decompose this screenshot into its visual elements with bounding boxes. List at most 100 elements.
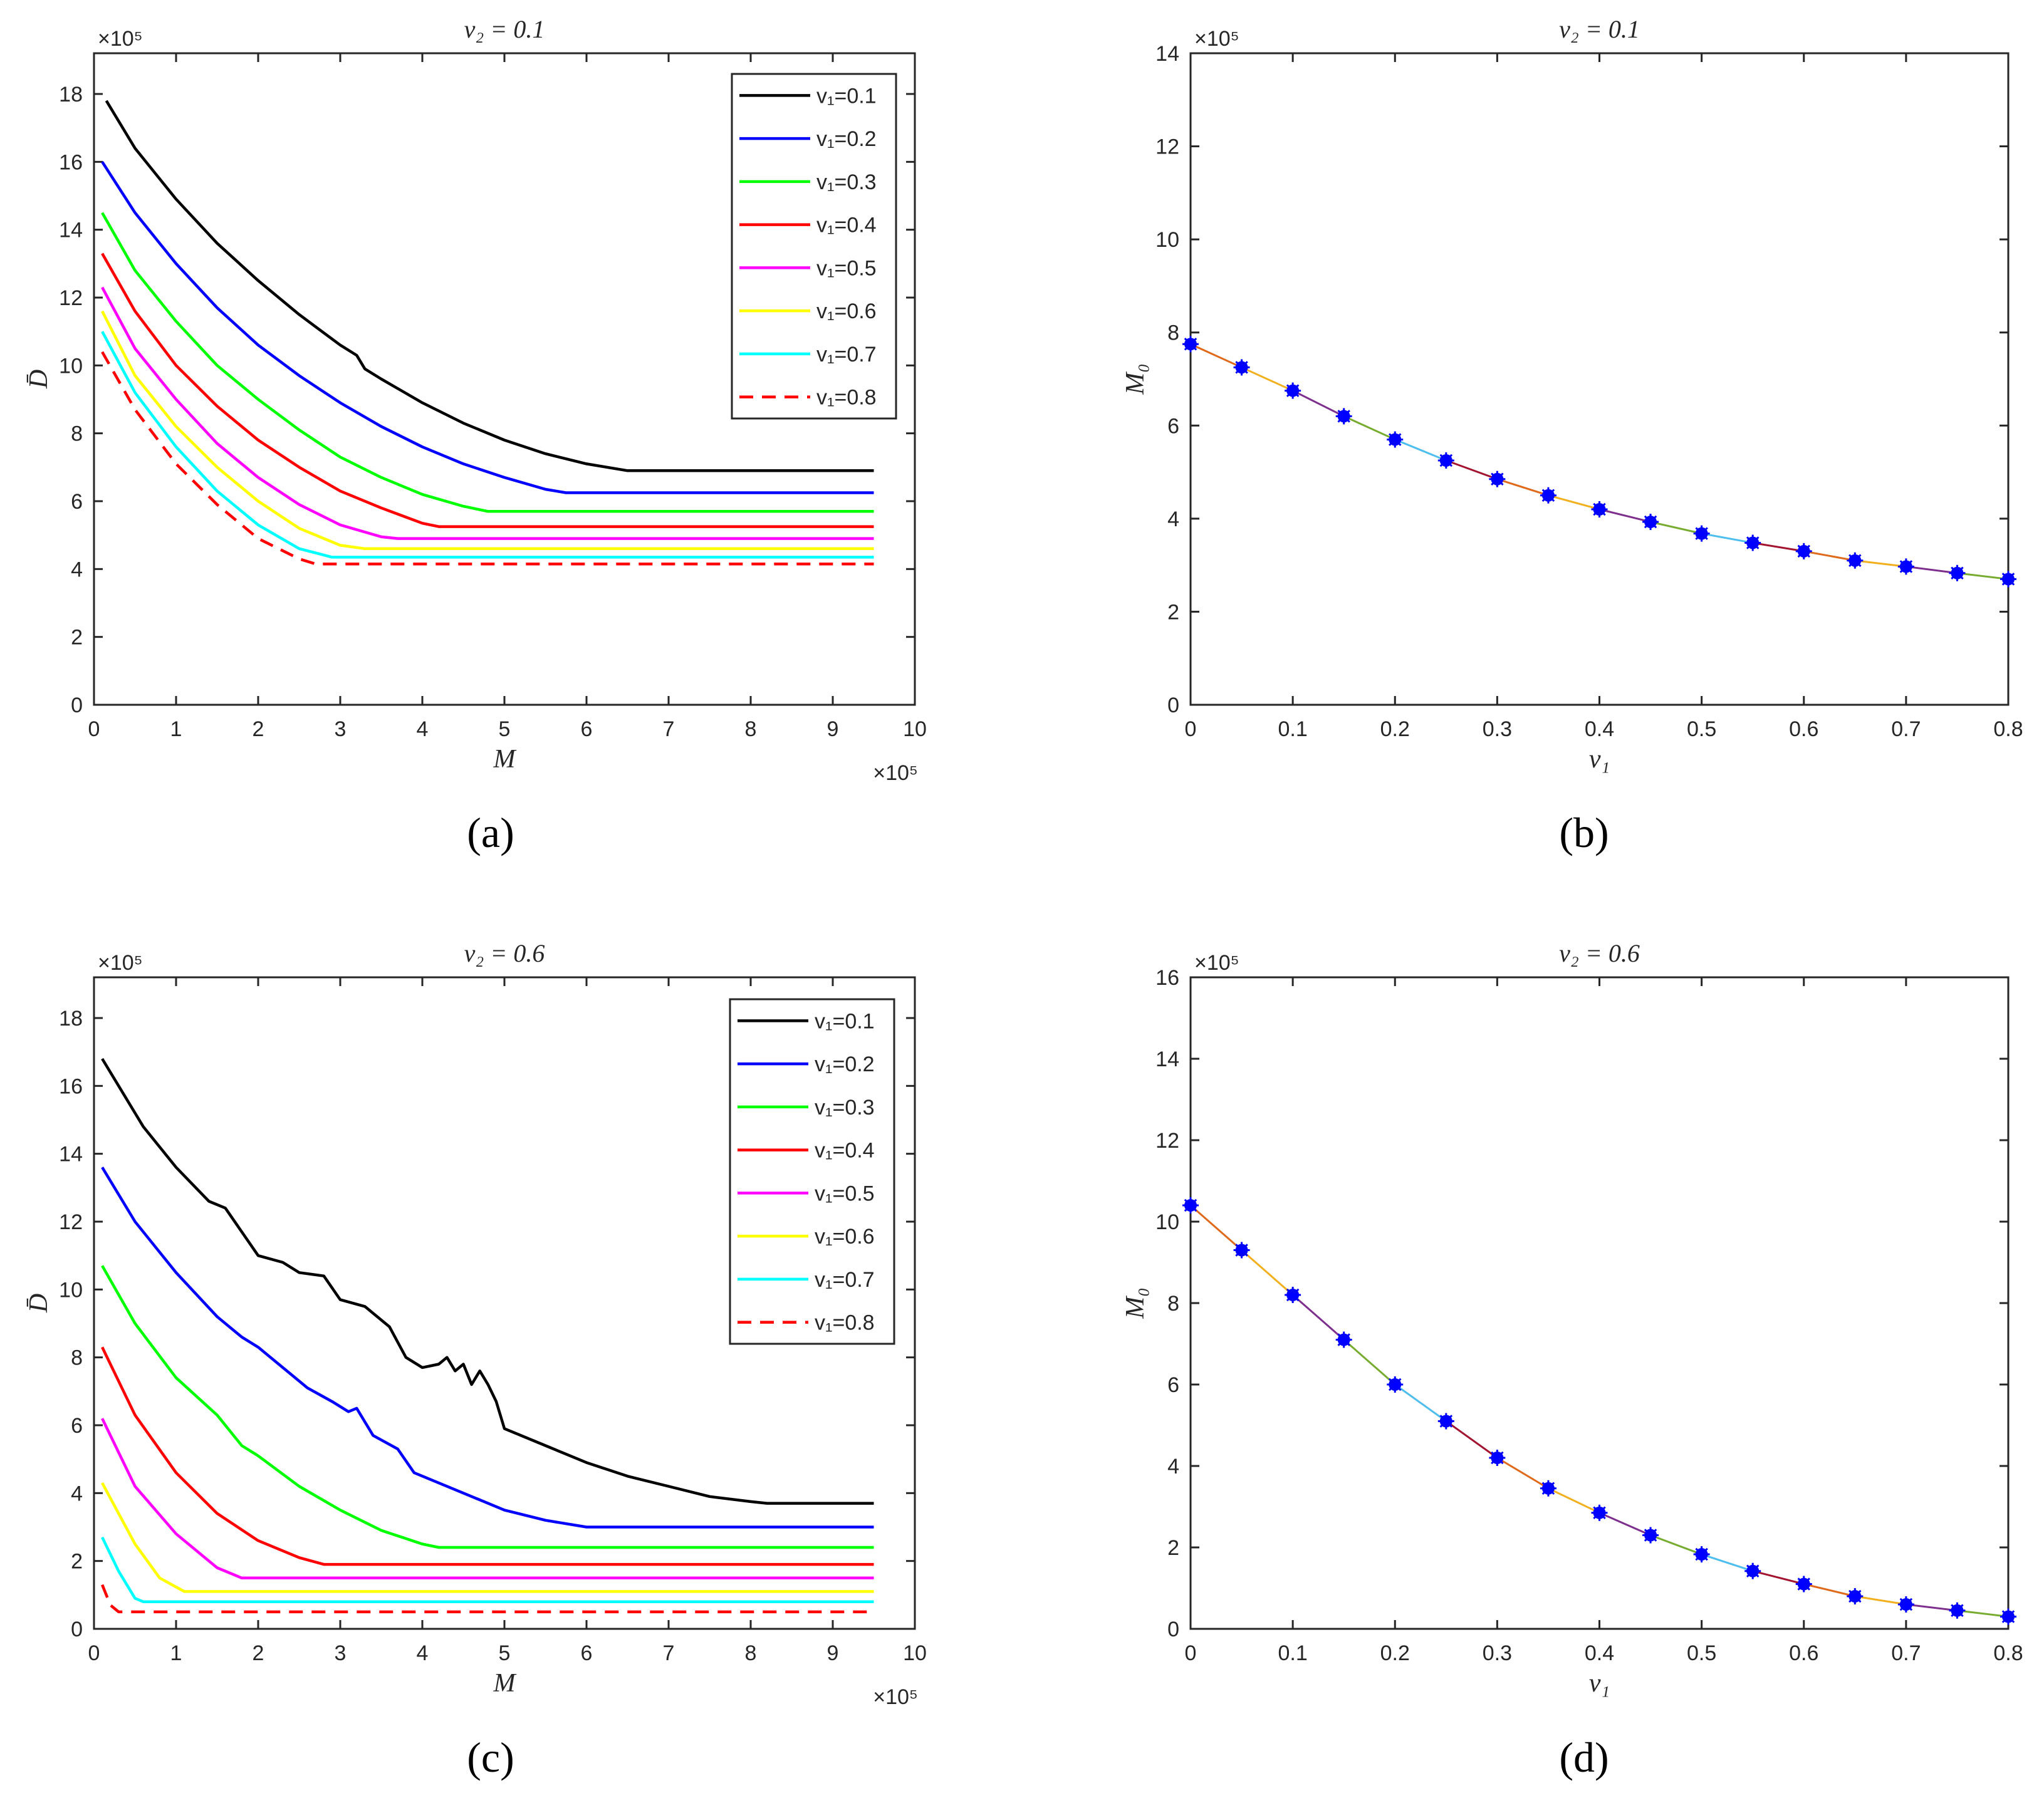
data-point-2 — [1233, 1242, 1250, 1259]
y-tick-label: 4 — [71, 1482, 83, 1505]
data-point-6 — [1437, 452, 1454, 469]
y-tick-label: 4 — [1167, 1455, 1179, 1478]
series-group — [101, 1057, 874, 1614]
legend-label-7: v₁=0.7 — [815, 1268, 875, 1292]
y-exponent-label: ×10⁵ — [1194, 27, 1239, 51]
series-line-4 — [101, 252, 874, 528]
curve-segment-12 — [1752, 1570, 1805, 1585]
curve-segment-15 — [1906, 1603, 1958, 1612]
data-point-11 — [1693, 1546, 1710, 1563]
axes-box — [1189, 976, 2010, 1630]
x-axis-label: v₁ — [1589, 1669, 1610, 1698]
data-point-15 — [1897, 558, 1914, 575]
y-axis-label: M₀ — [1121, 363, 1150, 395]
y-tick-label: 16 — [59, 1074, 83, 1098]
data-point-4 — [1335, 408, 1352, 425]
data-point-15 — [1897, 1596, 1914, 1613]
data-point-8 — [1540, 487, 1556, 504]
data-point-5 — [1387, 1376, 1404, 1393]
data-point-stroke — [1388, 1378, 1402, 1391]
data-point-14 — [1847, 1588, 1864, 1604]
y-exponent-label: ×10⁵ — [98, 951, 143, 975]
curve-segment-1 — [1190, 1204, 1243, 1251]
x-axis-label: M — [493, 745, 517, 774]
data-point-1 — [1182, 1197, 1199, 1213]
legend-label-3: v₁=0.3 — [816, 170, 877, 194]
data-point-14 — [1847, 552, 1864, 569]
data-point-stroke — [1899, 560, 1913, 573]
y-tick-label: 8 — [71, 422, 83, 446]
legend-label-5: v₁=0.5 — [815, 1182, 875, 1205]
x-tick-label: 0.7 — [1891, 1641, 1921, 1665]
x-tick-label: 5 — [499, 1641, 511, 1665]
series-line-4 — [101, 1346, 874, 1566]
curve-segment-2 — [1241, 1249, 1294, 1296]
x-tick-label: 0.8 — [1993, 717, 2023, 741]
plot-d: 0 0.1 0.2 0.3 0.4 0.5 0.6 0.7 0.8 0 2 4 6 8 10 12 14 16 v₂… — [1121, 939, 2023, 1698]
data-point-8 — [1540, 1480, 1556, 1497]
curve-segment-16 — [1957, 1609, 2009, 1618]
data-point-4 — [1335, 1331, 1352, 1348]
data-point-11 — [1693, 525, 1710, 542]
data-point-stroke — [1848, 554, 1862, 567]
data-point-stroke — [1184, 338, 1197, 351]
data-point-stroke — [1286, 384, 1300, 397]
y-tick-label: 0 — [71, 1618, 83, 1641]
y-tick-label: 6 — [1167, 1373, 1179, 1397]
x-tick-label: 0.1 — [1278, 1641, 1307, 1665]
y-tick-label: 6 — [71, 1414, 83, 1438]
y-tick-label: 16 — [1155, 966, 1179, 990]
segment-group — [1190, 343, 2009, 580]
y-tick-label: 18 — [59, 1007, 83, 1031]
curve-segment-5 — [1394, 1383, 1447, 1422]
x-axis-label: M — [493, 1669, 517, 1698]
data-point-stroke — [1541, 1482, 1555, 1495]
x-tick-label: 8 — [745, 1641, 757, 1665]
y-tick-label: 12 — [59, 1210, 83, 1234]
series-group — [101, 100, 874, 566]
x-tick-label: 0.3 — [1483, 1641, 1512, 1665]
curve-segment-11 — [1701, 1553, 1753, 1572]
curve-segment-9 — [1598, 1512, 1651, 1536]
legend-label-6: v₁=0.6 — [815, 1225, 875, 1249]
data-point-stroke — [1439, 1415, 1453, 1428]
curve-segment-14 — [1855, 1595, 1907, 1606]
data-point-1 — [1182, 336, 1199, 353]
curve-segment-7 — [1496, 478, 1549, 497]
curve-segment-8 — [1548, 1487, 1600, 1514]
data-point-stroke — [1644, 515, 1657, 529]
chart-title: v₂ = 0.1 — [464, 15, 545, 43]
y-tick-label: 0 — [1167, 1618, 1179, 1641]
x-tick-label: 10 — [903, 1641, 927, 1665]
x-axis-label: v₁ — [1589, 745, 1610, 774]
data-point-stroke — [1439, 454, 1453, 467]
y-exponent-label: ×10⁵ — [1194, 951, 1239, 975]
data-point-9 — [1591, 501, 1608, 517]
data-point-stroke — [1337, 1333, 1350, 1346]
y-tick-label: 18 — [59, 83, 83, 107]
data-point-stroke — [1491, 1451, 1504, 1465]
x-exponent-label: ×10⁵ — [873, 761, 918, 785]
series-line-2 — [101, 161, 874, 494]
x-tick-label: 1 — [170, 717, 182, 741]
y-tick-label: 14 — [59, 1143, 83, 1167]
y-axis-label: D̄ — [24, 1294, 53, 1313]
chart-title: v₂ = 0.1 — [1559, 15, 1640, 43]
y-axis-label: M₀ — [1121, 1287, 1150, 1319]
legend-label-7: v₁=0.7 — [816, 343, 877, 366]
legend-label-1: v₁=0.1 — [816, 84, 877, 108]
curve-segment-4 — [1343, 1339, 1396, 1386]
data-point-stroke — [1695, 527, 1708, 540]
x-tick-label: 6 — [581, 717, 593, 741]
curve-segment-4 — [1343, 415, 1395, 440]
curve-segment-10 — [1650, 1534, 1702, 1556]
curve-segment-1 — [1190, 343, 1243, 368]
y-tick-label: 10 — [1155, 228, 1179, 252]
x-tick-label: 9 — [827, 1641, 839, 1665]
chart-title: v₂ = 0.6 — [464, 939, 545, 967]
series-line-8 — [101, 1584, 874, 1614]
x-tick-label: 0.2 — [1380, 1641, 1410, 1665]
legend-box — [731, 73, 897, 420]
y-axis-label: D̄ — [24, 370, 53, 389]
x-tick-label: 0.1 — [1278, 717, 1307, 741]
